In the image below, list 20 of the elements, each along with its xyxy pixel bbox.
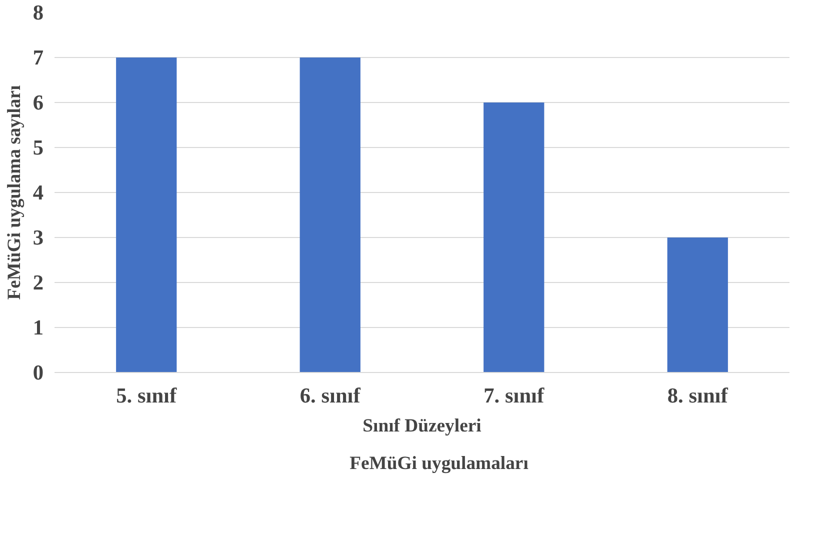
x-tick-label: 8. sınıf [667,384,729,408]
x-tick-label: 7. sınıf [484,384,545,408]
y-tick-label: 6 [32,90,44,114]
bar [667,238,728,372]
x-axis-title: Sınıf Düzeyleri [362,416,482,436]
y-tick-label: 2 [32,270,44,294]
y-tick-label: 8 [32,0,44,24]
y-tick-label: 1 [32,316,44,340]
y-tick-label: 5 [32,136,44,160]
y-tick-label: 3 [32,226,44,250]
bar [484,102,544,372]
x-tick-label: 5. sınıf [116,384,178,408]
y-tick-label: 0 [32,360,44,384]
x-tick-label: 6. sınıf [300,384,362,408]
bar [116,58,177,372]
text: FeMüGi uygulamaları [350,453,528,475]
y-axis-title: FeMüGi uygulama sayıları [4,85,25,300]
y-tick-label: 4 [32,180,44,204]
y-tick-label: 7 [32,46,44,70]
bar [300,58,360,372]
